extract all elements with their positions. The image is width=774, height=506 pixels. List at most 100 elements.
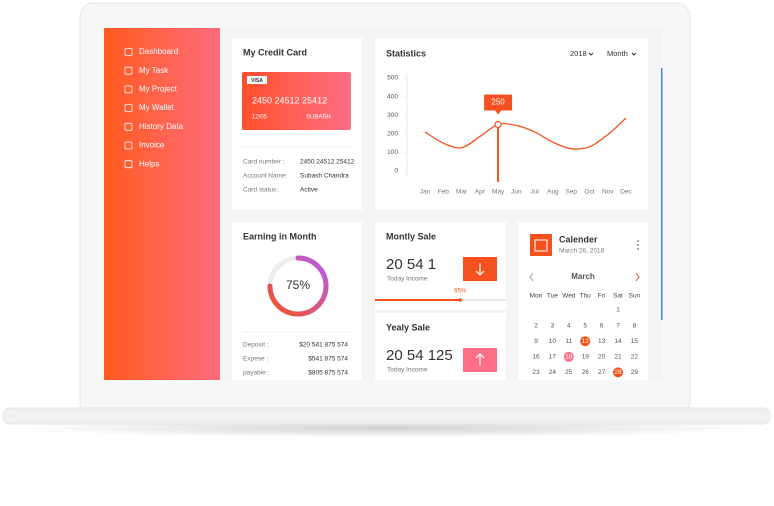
day[interactable]: 3 [551,322,555,329]
weekday: Thu [580,293,592,300]
day[interactable]: 21 [614,354,622,361]
x-tick-label: Sep [565,189,577,196]
row-value: $541 875 574 [308,356,348,363]
x-tick-label: Aug [547,189,559,196]
menu-item[interactable]: My Wallet [139,103,175,112]
day[interactable]: 8 [633,322,637,329]
y-tick-label: 500 [387,75,398,82]
day[interactable]: 26 [582,369,590,376]
card-number: 2450 24512 25412 [252,95,327,105]
y-tick-label: 400 [387,93,398,100]
day[interactable]: 6 [600,322,604,329]
menu-item[interactable]: Helps [139,159,159,168]
row-value: $805 875 574 [308,370,348,377]
day[interactable]: 23 [532,369,540,376]
next-month[interactable] [635,272,640,282]
day[interactable]: 2 [534,322,538,329]
chevron [631,52,637,56]
tooltip-tip [495,110,502,115]
day[interactable]: 1 [616,307,620,314]
y-tick-label: 100 [387,149,398,156]
x-tick-label: Jun [511,189,522,196]
card-brand: VISA [251,78,263,84]
x-tick-label: Nov [602,189,614,196]
day[interactable]: 11 [565,338,572,345]
weekday: Wed [562,293,576,300]
detail-value: 2450 24512 25412 [300,159,355,166]
menu-item[interactable]: My Project [139,85,178,94]
prev-month[interactable] [529,272,534,282]
card-expiry: 12/05 [252,115,268,121]
chevron [588,52,594,56]
day[interactable]: 16 [532,354,540,361]
panel-title: Earning in Month [243,231,317,241]
panel-title: My Credit Card [243,47,307,57]
day[interactable]: 24 [549,369,557,376]
detail-label: Card status: [243,187,278,194]
day[interactable]: 20 [598,354,606,361]
tooltip [484,94,513,111]
row-label: payable : [243,370,270,377]
detail-value: Subash Chandra [300,173,349,180]
weekday: Sat [613,293,623,300]
row-label: Deposit : [243,342,269,349]
x-tick-label: Feb [438,189,450,196]
day[interactable]: 10 [549,338,557,345]
day[interactable]: 29 [631,369,639,376]
day[interactable]: 27 [598,369,606,376]
calendar-date: March 26, 2018 [559,248,605,255]
x-tick-label: Jan [420,189,431,196]
progress-bar [375,299,461,301]
y-tick-label: 0 [394,168,398,175]
menu-icon [124,48,133,56]
weekday: Tue [547,293,558,300]
y-tick-label: 300 [387,112,398,119]
amount: 20 54 125 [386,347,453,364]
donut-label: 75% [286,278,310,292]
panel-title: Calender [559,234,598,244]
day[interactable]: 19 [582,354,590,361]
day-highlight [613,367,623,378]
tooltip-label: 250 [491,98,505,107]
year-select[interactable]: 2018 [570,49,587,58]
x-tick-label: May [492,189,505,196]
weekday: Mon [530,293,543,300]
menu-item[interactable]: History Data [139,122,184,131]
day[interactable]: 14 [614,338,622,345]
day[interactable]: 13 [598,338,606,345]
day-highlight [580,336,591,347]
row-label: Expese : [243,356,268,363]
earning-panel [232,222,362,380]
menu-icon [124,104,133,112]
day[interactable]: 5 [583,322,587,329]
day[interactable]: 22 [631,354,639,361]
day[interactable]: 25 [565,369,573,376]
day[interactable]: 12 [582,338,590,345]
detail-value: Active [300,187,318,194]
period-select[interactable]: Month [607,49,628,58]
day[interactable]: 15 [631,338,639,345]
down-arrow [475,263,485,276]
day[interactable]: 7 [616,322,620,329]
menu-item[interactable]: Invoice [139,141,165,150]
menu-item[interactable]: My Task [139,66,169,75]
progress-knob [458,298,462,302]
menu-icon [124,122,133,131]
day[interactable]: 18 [565,354,573,361]
more-menu[interactable] [637,240,639,250]
day[interactable]: 9 [534,338,538,345]
day[interactable]: 4 [567,322,571,329]
day[interactable]: 17 [549,354,557,361]
laptop-base [2,407,771,425]
progress-label: 65% [454,289,467,295]
day[interactable]: 28 [614,369,622,376]
x-tick-label: Dec [620,189,632,196]
caption: Today Income [387,276,428,283]
sidebar [104,28,220,380]
menu-item[interactable]: Dashboard [139,47,178,56]
weekday: Fri [598,293,606,300]
calendar-glyph [534,239,548,252]
line [424,117,627,150]
visa-tag [247,76,267,84]
